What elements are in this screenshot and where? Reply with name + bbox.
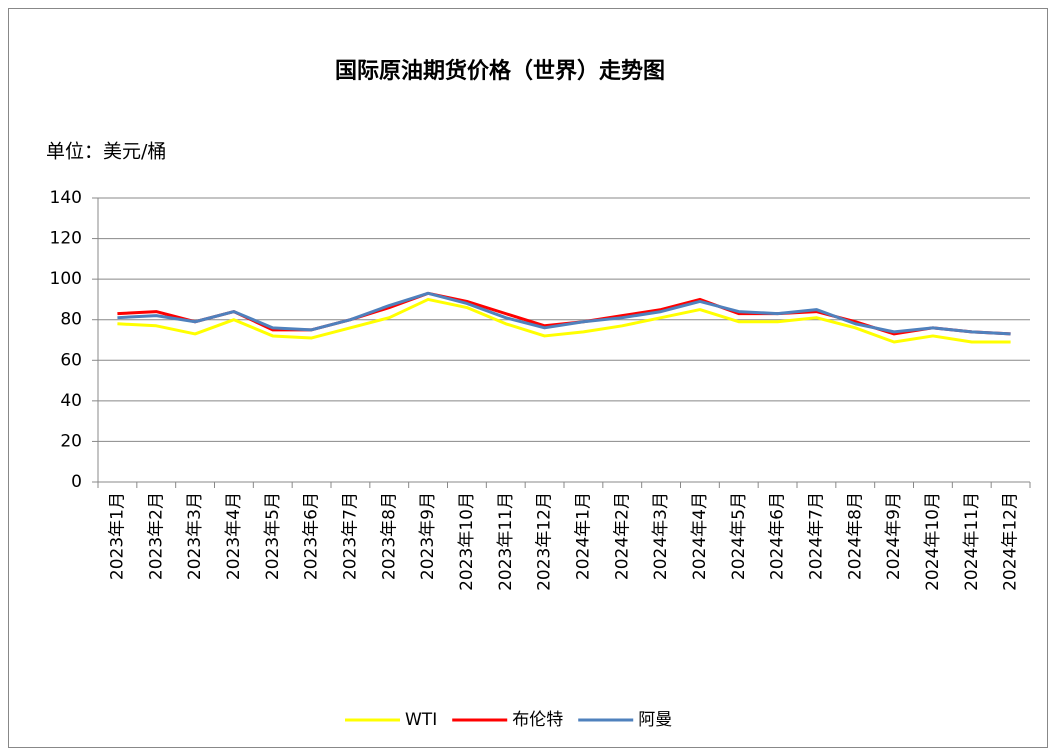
series-line — [117, 297, 1011, 344]
y-tick-label: 140 — [50, 188, 82, 208]
x-tick-label: 2024年6月 — [768, 492, 788, 580]
x-tick-label: 2023年11月 — [496, 492, 516, 591]
x-tick-label: 2024年7月 — [806, 492, 826, 580]
y-axis-title: 单位：美元/桶 — [46, 141, 166, 163]
y-tick-label: 80 — [60, 310, 82, 330]
x-tick-label: 2024年9月 — [884, 492, 904, 580]
x-tick-label: 2023年10月 — [457, 492, 477, 591]
x-tick-label: 2024年12月 — [1001, 492, 1021, 591]
x-tick-label: 2024年1月 — [573, 492, 593, 580]
x-tick-label: 2023年4月 — [224, 492, 244, 580]
series-line — [117, 291, 1011, 336]
chart-title: 国际原油期货价格（世界）走势图 — [335, 58, 665, 84]
legend-label: WTI — [405, 710, 437, 730]
x-tick-label: 2023年6月 — [302, 492, 322, 580]
x-tick-label: 2023年2月 — [146, 492, 166, 580]
x-tick-label: 2024年4月 — [690, 492, 710, 580]
x-tick-label: 2023年7月 — [340, 492, 360, 580]
x-tick-label: 2023年5月 — [263, 492, 283, 580]
y-tick-label: 60 — [60, 350, 82, 370]
y-tick-label: 20 — [60, 431, 82, 451]
x-tick-label: 2023年3月 — [185, 492, 205, 580]
x-tick-label: 2023年8月 — [379, 492, 399, 580]
x-tick-label: 2023年12月 — [535, 492, 555, 591]
x-tick-label: 2024年3月 — [651, 492, 671, 580]
legend-label: 布伦特 — [512, 710, 563, 730]
y-tick-label: 40 — [60, 391, 82, 411]
y-tick-label: 120 — [50, 229, 82, 249]
chart-border — [8, 8, 1048, 748]
y-tick-label: 100 — [50, 269, 82, 289]
x-tick-label: 2024年2月 — [612, 492, 632, 580]
y-tick-label: 0 — [71, 472, 82, 492]
x-tick-label: 2024年8月 — [845, 492, 865, 580]
x-tick-label: 2023年9月 — [418, 492, 438, 580]
x-tick-label: 2023年1月 — [107, 492, 127, 580]
x-tick-label: 2024年5月 — [729, 492, 749, 580]
x-tick-label: 2024年11月 — [962, 492, 982, 591]
legend-label: 阿曼 — [638, 710, 672, 730]
x-tick-label: 2024年10月 — [923, 492, 943, 591]
